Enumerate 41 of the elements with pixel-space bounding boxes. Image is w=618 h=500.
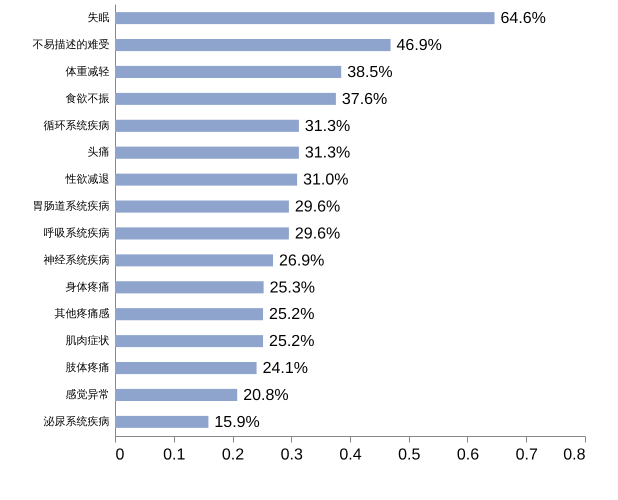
x-tick-label: 0.8: [563, 446, 586, 464]
y-tick-label: 失眠: [88, 11, 110, 24]
y-tick-label: 感觉异常: [66, 388, 110, 401]
data-label: 26.9%: [279, 252, 324, 270]
data-label: 37.6%: [342, 90, 388, 108]
y-tick-label: 体重减轻: [66, 64, 110, 78]
data-label: 31.0%: [303, 172, 348, 189]
y-tick-label: 头痛: [88, 146, 110, 159]
y-tick-label: 身体疼痛: [66, 280, 110, 294]
y-tick-label: 胃肠道系统疾病: [32, 200, 110, 213]
y-tick-label: 肢体疼痛: [66, 361, 110, 374]
y-tick-label: 呼吸系统疾病: [44, 226, 110, 240]
y-tick-label: 泌尿系统疾病: [44, 414, 110, 428]
x-tick-label: 0: [116, 446, 124, 464]
data-label: 25.2%: [269, 333, 314, 350]
x-tick-label: 0.5: [398, 446, 420, 464]
x-tick-label: 0.6: [456, 446, 480, 464]
y-tick-label: 不易描述的难受: [32, 38, 110, 52]
x-tick-label: 0.4: [339, 446, 362, 464]
data-label: 64.6%: [500, 10, 546, 28]
data-label: 24.1%: [262, 360, 308, 378]
data-label: 38.5%: [347, 64, 393, 81]
y-tick-label: 其他疼痛感: [54, 307, 110, 320]
data-label: 20.8%: [243, 386, 289, 404]
data-label: 29.6%: [294, 225, 340, 242]
x-tick-label: 0.1: [163, 446, 186, 464]
x-tick-label: 0.3: [280, 446, 303, 464]
x-tick-label: 0.2: [222, 446, 244, 464]
y-tick-label: 性欲减退: [64, 172, 110, 186]
y-tick-label: 肌肉症状: [66, 334, 110, 348]
data-label: 31.3%: [304, 144, 350, 162]
data-label: 46.9%: [396, 37, 442, 54]
data-label: 25.3%: [270, 279, 316, 296]
x-tick-label: 0.7: [516, 446, 538, 464]
data-label: 25.2%: [269, 306, 314, 324]
data-label: 15.9%: [214, 414, 260, 431]
y-tick-label: 神经系统疾病: [44, 253, 110, 266]
data-label: 29.6%: [294, 198, 340, 216]
y-tick-label: 食欲不振: [66, 92, 110, 105]
y-tick-label: 循环系统疾病: [44, 118, 110, 132]
data-label: 31.3%: [304, 118, 350, 135]
